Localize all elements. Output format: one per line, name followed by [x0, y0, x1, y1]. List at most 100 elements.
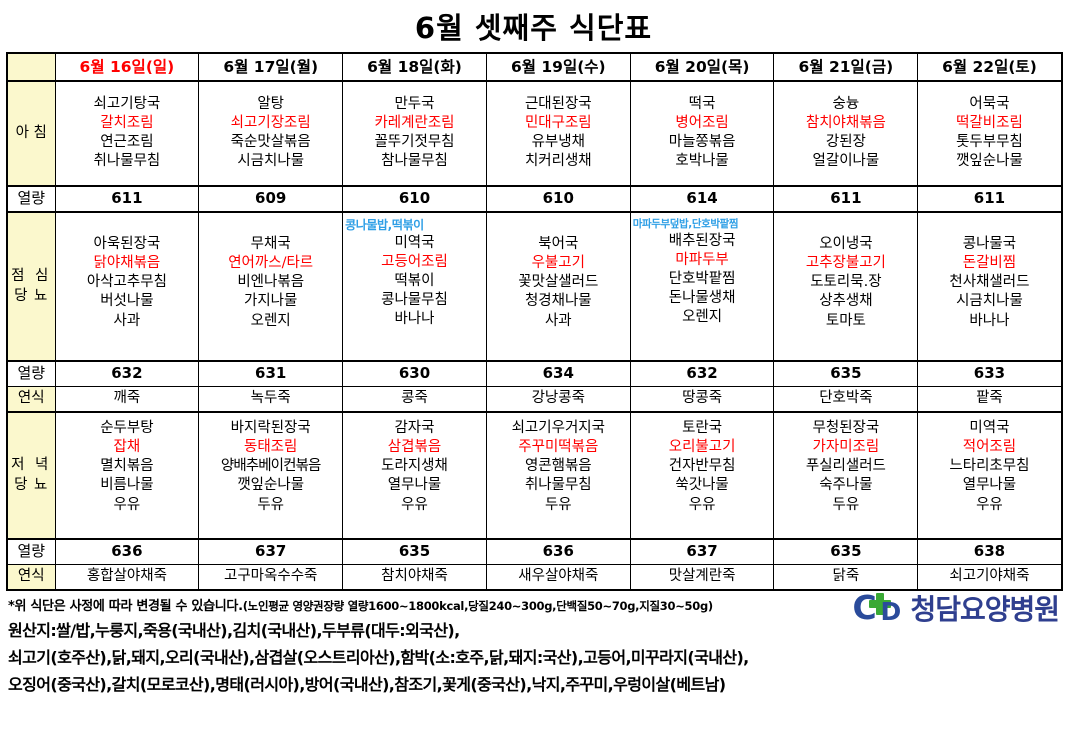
- medical-cross-icon: [869, 593, 892, 615]
- lunch-snack-0: 깨죽: [54, 386, 200, 413]
- menu-dish: 비엔나볶음: [237, 274, 305, 291]
- menu-dish: 무청된장국: [812, 420, 880, 436]
- menu-dish: 적어조림: [962, 439, 1017, 456]
- menu-dish: 영콘햄볶음: [524, 458, 592, 475]
- menu-dish: 천사채샐러드: [949, 274, 1030, 291]
- dinner-cell-1: 바지락된장국 동태조림 양배추베이컨볶음 깻잎순나물 두유: [198, 411, 344, 540]
- menu-dish: 쇠고기탕국: [93, 95, 161, 112]
- footer: *위 식단은 사정에 따라 변경될 수 있습니다.(노인평균 영양권장량 열량1…: [6, 591, 1063, 695]
- dinner-kcal-2: 635: [342, 538, 487, 565]
- lunch-cell-6: 콩나물국 돈갈비찜 천사채샐러드 시금치나물 바나나: [917, 211, 1063, 362]
- menu-dish: 마늘쫑볶음: [668, 134, 736, 150]
- menu-dish: 바나나: [969, 312, 1010, 329]
- dinner-snack-1: 고구마옥수수죽: [198, 564, 344, 591]
- menu-dish: 바나나: [394, 311, 435, 328]
- breakfast-kcal-3: 610: [485, 185, 631, 213]
- menu-note: 콩나물밥,떡볶이: [345, 218, 424, 232]
- menu-dish: 도라지생채: [381, 458, 448, 475]
- day-header-3: 6월 19일(수): [485, 52, 631, 82]
- menu-dish: 아욱된장국: [93, 236, 161, 252]
- menu-dish: 깻잎순나물: [237, 477, 305, 494]
- origin-line-3: 오징어(중국산),갈치(모로코산),명태(러시아),방어(국내산),참조기,꽃게…: [8, 675, 726, 694]
- menu-dish: 돈나물생채: [668, 290, 736, 307]
- menu-dish: 사과: [113, 312, 141, 329]
- row-label-dinner-snack: 연식: [6, 564, 56, 591]
- logo-mark-icon: C D: [852, 591, 904, 627]
- dinner-snack-4: 맛살계란죽: [629, 564, 775, 591]
- dinner-cell-5: 무청된장국 가자미조림 푸실리샐러드 숙주나물 두유: [773, 411, 919, 540]
- day-header-1: 6월 17일(월): [198, 52, 344, 82]
- menu-dish: 호박나물: [675, 153, 729, 170]
- lunch-kcal-0: 632: [54, 360, 200, 387]
- menu-dish: 취나물무침: [93, 153, 161, 170]
- menu-dish: 알탕: [257, 95, 285, 112]
- menu-dish: 꽃맛살샐러드: [518, 274, 599, 291]
- menu-dish: 가자미조림: [812, 439, 880, 456]
- menu-dish: 토마토: [825, 312, 866, 329]
- menu-dish: 떡갈비조림: [956, 114, 1023, 131]
- menu-dish: 양배추베이컨볶음: [220, 458, 321, 475]
- menu-dish: 쑥갓나물: [675, 477, 729, 494]
- menu-dish: 두유: [832, 496, 860, 513]
- menu-dish: 우유: [976, 496, 1003, 513]
- menu-dish: 감자국: [394, 420, 435, 436]
- notice-line: *위 식단은 사정에 따라 변경될 수 있습니다.(노인평균 영양권장량 열량1…: [8, 595, 1063, 614]
- note-spacer: [488, 218, 629, 235]
- lunch-snack-row: 연식 깨죽 녹두죽 콩죽 강낭콩죽 땅콩죽 단호박죽 팥죽: [6, 386, 1063, 413]
- menu-dish: 미역국: [969, 420, 1010, 436]
- menu-dish: 콩나물무침: [381, 292, 448, 309]
- menu-dish: 토란국: [682, 420, 723, 436]
- breakfast-cell-5: 숭늉 참치야채볶음 강된장 얼갈이나물: [773, 80, 919, 187]
- table-header-row: 6월 16일(일) 6월 17일(월) 6월 18일(화) 6월 19일(수) 6월 2…: [6, 52, 1063, 82]
- row-label-dinner-kcal: 열량: [6, 538, 56, 565]
- menu-dish: 주꾸미떡볶음: [518, 439, 599, 456]
- menu-dish: 쇠고기장조림: [230, 114, 311, 131]
- menu-dish: 비름나물: [100, 477, 154, 494]
- dinner-cell-4: 토란국 오리불고기 건자반무침 쑥갓나물 우유: [629, 411, 775, 540]
- menu-dish: 버섯나물: [100, 293, 154, 310]
- breakfast-kcal-row: 열량 611 609 610 610 614 611 611: [6, 185, 1063, 213]
- breakfast-cell-0: 쇠고기탕국 갈치조림 연근조림 취나물무침: [54, 80, 200, 187]
- breakfast-cell-1: 알탕 쇠고기장조림 죽순맛살볶음 시금치나물: [198, 80, 344, 187]
- title-bar: 6월 셋째주 식단표: [6, 0, 1061, 52]
- menu-dish: 마파두부: [675, 251, 729, 268]
- menu-dish: 가지나물: [244, 293, 298, 310]
- menu-dish: 두유: [257, 496, 285, 513]
- menu-dish: 오렌지: [682, 309, 723, 326]
- weekly-menu-table: 6월 16일(일) 6월 17일(월) 6월 18일(화) 6월 19일(수) 6월 2…: [6, 52, 1063, 591]
- menu-dish: 치커리생채: [524, 153, 592, 170]
- dinner-kcal-row: 열량 636 637 635 636 637 635 638: [6, 538, 1063, 565]
- origin-line-2: 쇠고기(호주산),닭,돼지,오리(국내산),삼겹살(오스트리아산),함박(소:호…: [8, 648, 749, 667]
- menu-dish: 강된장: [825, 134, 866, 150]
- lunch-snack-3: 강낭콩죽: [485, 386, 631, 413]
- menu-dish: 유부냉채: [531, 134, 585, 150]
- row-label-breakfast-kcal: 열량: [6, 185, 56, 213]
- lunch-cell-1: 무채국 연어까스/타르 비엔나볶음 가지나물 오렌지: [198, 211, 344, 362]
- menu-dish: 콩나물국: [962, 236, 1017, 252]
- menu-dish: 도토리묵.장: [810, 274, 882, 291]
- dinner-snack-row: 연식 홍합살야채죽 고구마옥수수죽 참치야채죽 새우살야채죽 맛살계란죽 닭죽 쇠고기야채죽: [6, 564, 1063, 591]
- menu-dish: 사과: [544, 312, 572, 329]
- menu-dish: 동태조림: [244, 439, 298, 456]
- notice-main: *위 식단은 사정에 따라 변경될 수 있습니다.: [8, 599, 243, 614]
- note-spacer: [200, 218, 341, 235]
- breakfast-cell-3: 근대된장국 민대구조림 유부냉채 치커리생채: [485, 80, 631, 187]
- menu-dish: 북어국: [538, 236, 579, 252]
- menu-dish: 오리불고기: [668, 439, 736, 456]
- menu-dish: 오이냉국: [819, 236, 873, 252]
- lunch-kcal-6: 633: [917, 360, 1063, 387]
- row-label-lunch-kcal: 열량: [6, 360, 56, 387]
- dinner-kcal-6: 638: [917, 538, 1063, 565]
- menu-dish: 카레계란조림: [374, 114, 455, 131]
- day-header-5: 6월 21일(금): [773, 52, 919, 82]
- menu-dish: 병어조림: [675, 114, 729, 131]
- menu-dish: 떡볶이: [394, 273, 435, 290]
- breakfast-kcal-2: 610: [342, 185, 487, 213]
- menu-dish: 숭늉: [832, 95, 860, 112]
- lunch-kcal-row: 열량 632 631 630 634 632 635 633: [6, 360, 1063, 387]
- lunch-snack-5: 단호박죽: [773, 386, 919, 413]
- menu-dish: 꼴뚜기젓무침: [374, 134, 455, 150]
- menu-dish: 배추된장국: [668, 232, 736, 249]
